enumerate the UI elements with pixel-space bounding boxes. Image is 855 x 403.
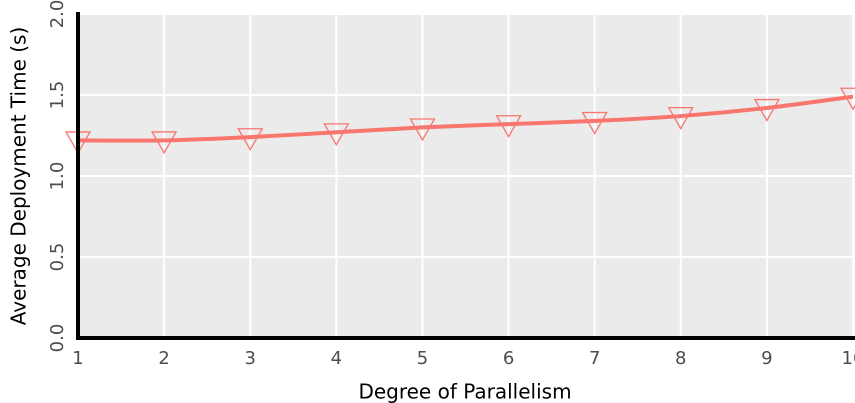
x-tick-label: 9	[761, 348, 772, 369]
point-marker	[495, 115, 522, 139]
point-marker	[150, 131, 178, 155]
y-tick-label: 1.0	[47, 162, 68, 191]
point-marker	[323, 123, 350, 147]
x-tick-label: 6	[503, 348, 514, 369]
y-tick-label: 1.5	[47, 81, 68, 110]
x-tick-label: 3	[244, 348, 255, 369]
y-axis-title: Average Deployment Time (s)	[7, 27, 31, 326]
x-tick-label: 1	[72, 348, 83, 369]
point-marker	[667, 107, 694, 130]
point-marker	[237, 128, 264, 152]
point-marker	[409, 118, 436, 142]
x-tick-label: 2	[158, 348, 169, 369]
y-tick-label: 2.0	[47, 0, 68, 28]
point-marker	[839, 87, 855, 111]
x-tick-label: 7	[589, 348, 600, 369]
series-line	[77, 94, 854, 143]
x-tick-label: 10	[842, 348, 855, 369]
x-axis-title: Degree of Parallelism	[358, 380, 571, 403]
point-marker	[581, 111, 608, 135]
x-tick-label: 8	[675, 348, 686, 369]
point-marker	[753, 98, 781, 122]
x-tick-label: 4	[331, 348, 342, 369]
x-tick-label: 5	[417, 348, 428, 369]
y-tick-label: 0.0	[47, 324, 68, 353]
y-tick-label: 0.5	[47, 243, 68, 272]
